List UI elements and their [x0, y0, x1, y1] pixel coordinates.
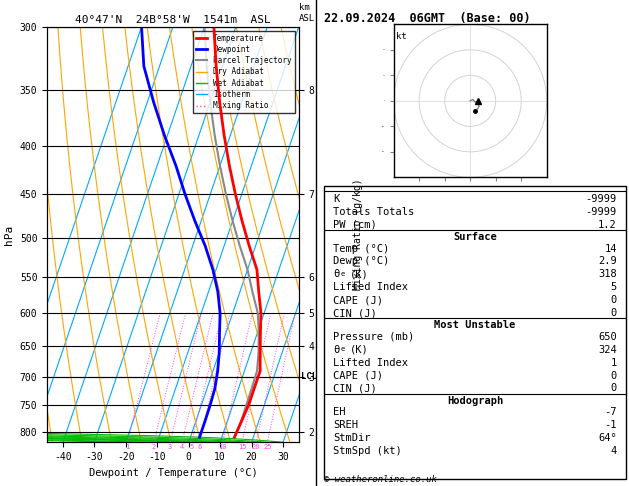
Text: Totals Totals: Totals Totals — [333, 207, 415, 217]
Text: StmDir: StmDir — [333, 433, 370, 443]
Text: 4: 4 — [180, 444, 184, 450]
Text: 5: 5 — [611, 282, 617, 292]
Text: 25: 25 — [263, 444, 272, 450]
Text: (K): (K) — [350, 269, 369, 279]
Text: -1: -1 — [604, 420, 617, 430]
Text: CAPE (J): CAPE (J) — [333, 370, 383, 381]
Text: Dewp (°C): Dewp (°C) — [333, 257, 389, 266]
Text: K: K — [333, 194, 339, 204]
Text: Lifted Index: Lifted Index — [333, 358, 408, 368]
Text: 6: 6 — [198, 444, 202, 450]
Text: 2.9: 2.9 — [598, 257, 617, 266]
Text: e: e — [340, 271, 345, 277]
Text: -7: -7 — [604, 407, 617, 417]
Text: (K): (K) — [350, 345, 369, 355]
Text: 20: 20 — [252, 444, 260, 450]
Text: 1: 1 — [125, 444, 130, 450]
Text: 0: 0 — [611, 308, 617, 318]
Text: 0: 0 — [611, 295, 617, 305]
Text: 22.09.2024  06GMT  (Base: 00): 22.09.2024 06GMT (Base: 00) — [324, 12, 530, 25]
Text: Pressure (mb): Pressure (mb) — [333, 332, 415, 342]
Text: θ: θ — [333, 345, 339, 355]
Text: 64°: 64° — [598, 433, 617, 443]
Text: 14: 14 — [604, 243, 617, 254]
Text: LCL: LCL — [301, 372, 318, 382]
Text: 3: 3 — [168, 444, 172, 450]
Text: PW (cm): PW (cm) — [333, 220, 377, 230]
Text: 4: 4 — [611, 446, 617, 456]
Text: SREH: SREH — [333, 420, 358, 430]
Text: CIN (J): CIN (J) — [333, 308, 377, 318]
Text: 650: 650 — [598, 332, 617, 342]
Text: 0: 0 — [611, 370, 617, 381]
Text: Temp (°C): Temp (°C) — [333, 243, 389, 254]
Text: 5: 5 — [189, 444, 194, 450]
Text: km
ASL: km ASL — [299, 3, 315, 22]
Text: -9999: -9999 — [586, 207, 617, 217]
Text: 2: 2 — [152, 444, 156, 450]
Text: Most Unstable: Most Unstable — [434, 320, 516, 330]
Text: StmSpd (kt): StmSpd (kt) — [333, 446, 402, 456]
Text: Hodograph: Hodograph — [447, 396, 503, 406]
Text: CIN (J): CIN (J) — [333, 383, 377, 394]
Text: 318: 318 — [598, 269, 617, 279]
Y-axis label: hPa: hPa — [4, 225, 14, 244]
Text: Surface: Surface — [453, 232, 497, 242]
Text: θ: θ — [333, 269, 339, 279]
Text: 0: 0 — [611, 383, 617, 394]
Text: 15: 15 — [238, 444, 247, 450]
Text: 10: 10 — [218, 444, 227, 450]
Title: 40°47'N  24B°58'W  1541m  ASL: 40°47'N 24B°58'W 1541m ASL — [75, 15, 271, 25]
Text: Lifted Index: Lifted Index — [333, 282, 408, 292]
Text: -9999: -9999 — [586, 194, 617, 204]
Text: 324: 324 — [598, 345, 617, 355]
Text: EH: EH — [333, 407, 345, 417]
Text: kt: kt — [396, 32, 407, 41]
Legend: Temperature, Dewpoint, Parcel Trajectory, Dry Adiabat, Wet Adiabat, Isotherm, Mi: Temperature, Dewpoint, Parcel Trajectory… — [192, 31, 295, 113]
Text: 1: 1 — [611, 358, 617, 368]
Y-axis label: Mixing Ratio (g/kg): Mixing Ratio (g/kg) — [353, 179, 364, 290]
X-axis label: Dewpoint / Temperature (°C): Dewpoint / Temperature (°C) — [89, 468, 257, 478]
Text: © weatheronline.co.uk: © weatheronline.co.uk — [324, 474, 437, 484]
Text: e: e — [340, 346, 345, 352]
Text: CAPE (J): CAPE (J) — [333, 295, 383, 305]
Text: 1.2: 1.2 — [598, 220, 617, 230]
